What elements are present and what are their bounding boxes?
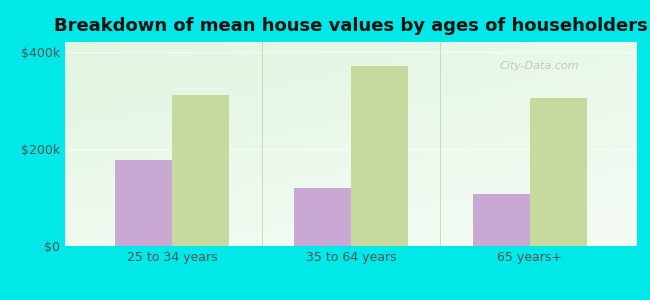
Title: Breakdown of mean house values by ages of householders: Breakdown of mean house values by ages o… <box>54 17 648 35</box>
Bar <box>473 194 530 246</box>
Legend: Iron City, Georgia: Iron City, Georgia <box>270 298 432 300</box>
Bar <box>172 95 229 246</box>
Bar <box>294 188 351 246</box>
Bar <box>115 160 172 246</box>
Text: City-Data.com: City-Data.com <box>500 61 579 71</box>
Bar <box>530 98 587 246</box>
Bar <box>351 66 408 246</box>
